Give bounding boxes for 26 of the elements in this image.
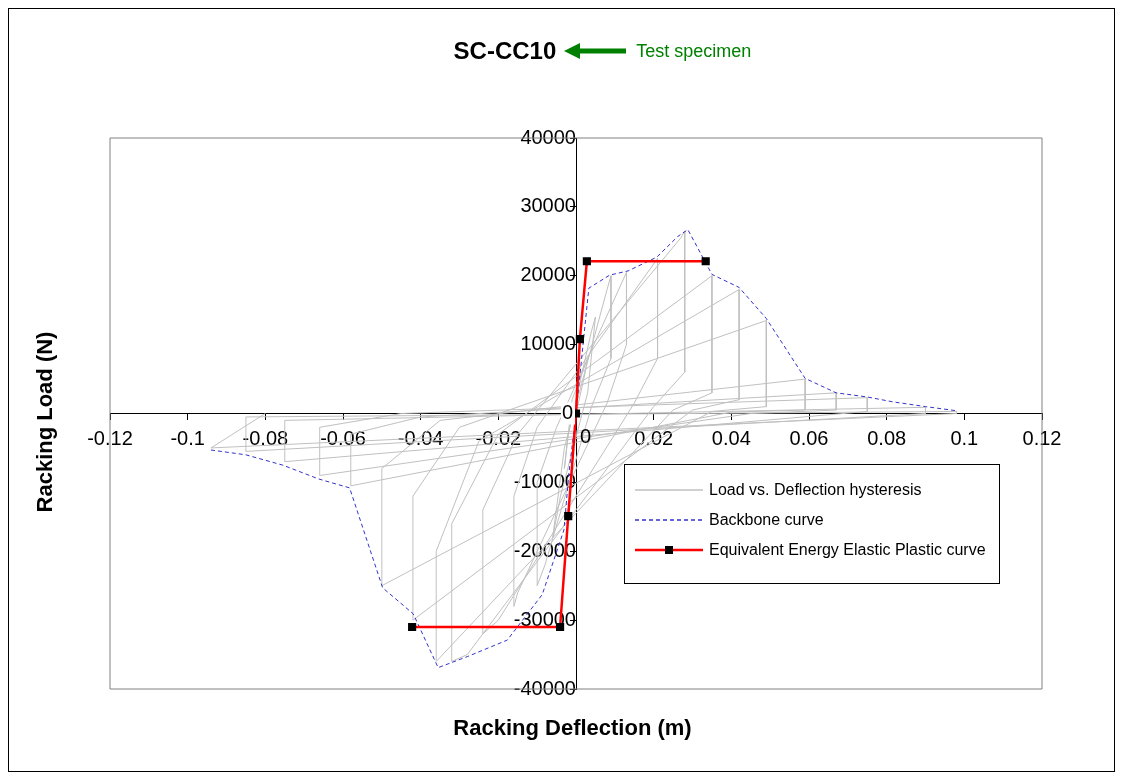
text: Test specimen — [636, 40, 752, 62]
x-tick-label: 0.06 — [789, 427, 829, 450]
x-tick-label: 0.08 — [867, 427, 907, 450]
x-axis-title: Racking Deflection (m) — [452, 715, 693, 741]
y-tick-label: 30000 — [520, 194, 576, 217]
x-tick-label: 0.04 — [711, 427, 751, 450]
x-tick-label: 0.12 — [1022, 427, 1062, 450]
x-tick-label: 0.1 — [950, 427, 979, 450]
x-tick-label: -0.06 — [320, 427, 366, 450]
y-tick-label: 0 — [561, 401, 573, 424]
y-axis-title: Racking Load (N) — [32, 331, 58, 513]
x-tick-label: -0.08 — [242, 427, 289, 450]
x-tick-label: -0.04 — [397, 427, 444, 450]
legend-label: Equivalent Energy Elastic Plastic curve — [709, 540, 986, 559]
y-tick-label: 10000 — [520, 332, 576, 355]
x-tick-label: 0 — [580, 425, 592, 448]
x-tick-label: -0.02 — [475, 427, 522, 450]
y-tick-label: -40000 — [513, 676, 576, 699]
legend-label: Backbone curve — [709, 510, 824, 529]
legend-label: Load vs. Deflection hysteresis — [709, 480, 922, 499]
x-tick-label: -0.1 — [170, 427, 205, 450]
chart-title: SC-CC10 — [453, 37, 557, 65]
y-tick-label: 40000 — [520, 125, 576, 148]
x-tick-label: -0.12 — [87, 427, 133, 450]
x-tick-label: 0.02 — [634, 427, 674, 450]
y-tick-label: 20000 — [520, 263, 576, 286]
